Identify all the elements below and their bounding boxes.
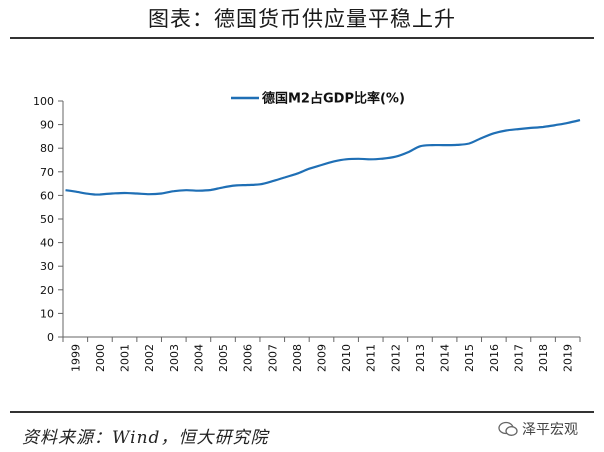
figure-title: 图表：德国货币供应量平稳上升 [148,7,456,31]
y-tick-label: 80 [40,142,54,155]
x-tick-label: 2006 [242,344,255,372]
x-tick-label: 2012 [389,344,402,372]
series-line [65,119,581,196]
brand-name: 泽平宏观 [522,422,578,438]
x-tick-label: 2007 [266,344,279,372]
x-tick-label: 2019 [562,344,575,372]
y-tick-label: 100 [33,95,54,108]
footer-rule [10,411,594,413]
x-tick-label: 2005 [217,344,230,372]
wechat-icon [498,421,518,436]
y-tick-label: 20 [40,284,54,297]
y-tick-label: 0 [47,331,54,344]
x-tick-label: 2009 [316,344,329,372]
source-note: 资料来源：Wind，恒大研究院 [22,428,269,448]
legend-label: 德国M2占GDP比率(%) [262,91,405,107]
y-tick-label: 10 [40,307,54,320]
x-tick-label: 2003 [168,344,181,372]
x-tick-label: 1999 [69,344,82,372]
legend: 德国M2占GDP比率(%) [231,91,405,107]
x-tick-label: 2013 [414,344,427,372]
y-tick-label: 30 [40,260,54,273]
x-axis: 1999 2000 2001 2002 2003 2004 2005 2006 2007 2008… [62,336,581,372]
x-tick-label: 2010 [340,344,353,372]
x-tick-label: 2017 [512,344,525,372]
x-tick-label: 2002 [143,344,156,372]
series-layer [65,119,581,196]
y-axis: 0 10 20 30 40 50 60 70 80 90 100 [33,95,64,344]
y-tick-label: 70 [40,166,54,179]
x-tick-label: 2011 [365,344,378,372]
x-tick-label: 2008 [291,344,304,372]
y-tick-label: 90 [40,119,54,132]
x-tick-label: 2014 [439,344,452,372]
y-tick-label: 60 [40,189,54,202]
y-tick-label: 50 [40,213,54,226]
x-tick-label: 2000 [94,344,107,372]
x-tick-label: 2018 [537,344,550,372]
x-tick-label: 2015 [463,344,476,372]
brand-watermark: 泽平宏观 [498,419,578,439]
x-tick-label: 2001 [119,344,132,372]
y-tick-label: 40 [40,237,54,250]
x-tick-label: 2016 [488,344,501,372]
title-rule [10,37,594,39]
x-tick-label: 2004 [192,344,205,372]
